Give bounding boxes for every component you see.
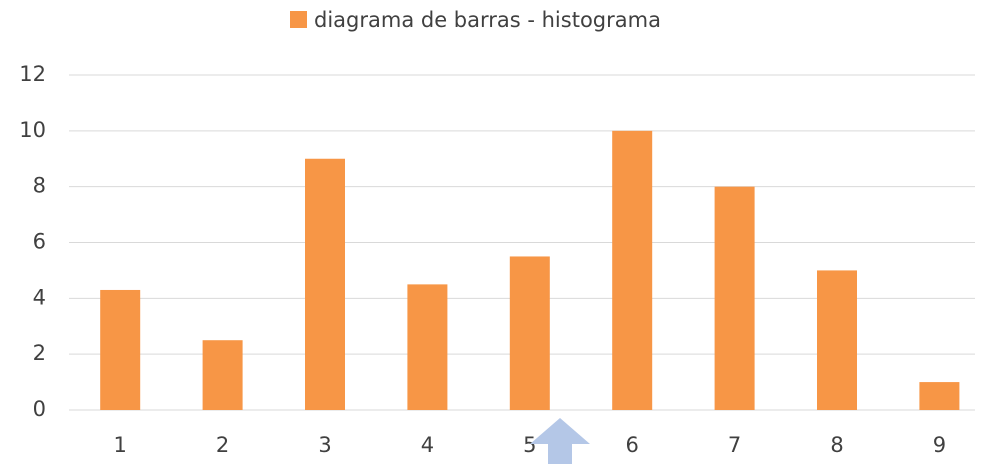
x-tick-label: 9 — [933, 433, 946, 457]
bar — [305, 158, 345, 410]
x-tick-label: 5 — [523, 433, 536, 457]
y-tick-label: 0 — [33, 397, 46, 421]
y-tick-label: 4 — [33, 285, 46, 309]
x-tick-label: 1 — [114, 433, 127, 457]
bar — [509, 256, 550, 410]
x-tick-label: 4 — [421, 433, 434, 457]
bar — [100, 289, 141, 410]
bar — [202, 340, 243, 410]
x-tick-label: 8 — [830, 433, 843, 457]
pointer-arrow — [530, 418, 590, 464]
y-tick-label: 2 — [33, 341, 46, 365]
y-tick-label: 6 — [33, 230, 46, 254]
y-tick-label: 10 — [19, 118, 46, 142]
y-tick-label: 8 — [33, 174, 46, 198]
bar — [817, 270, 857, 410]
x-tick-label: 7 — [728, 433, 741, 457]
y-tick-label: 12 — [19, 62, 46, 86]
x-tick-label: 2 — [216, 433, 229, 457]
x-tick-label: 6 — [626, 433, 639, 457]
legend-swatch — [290, 11, 307, 28]
bar — [714, 186, 755, 410]
bar — [612, 130, 653, 411]
bar — [919, 382, 960, 410]
legend-label: diagrama de barras - histograma — [314, 8, 661, 32]
x-tick-label: 3 — [318, 433, 331, 457]
bar — [407, 284, 448, 410]
